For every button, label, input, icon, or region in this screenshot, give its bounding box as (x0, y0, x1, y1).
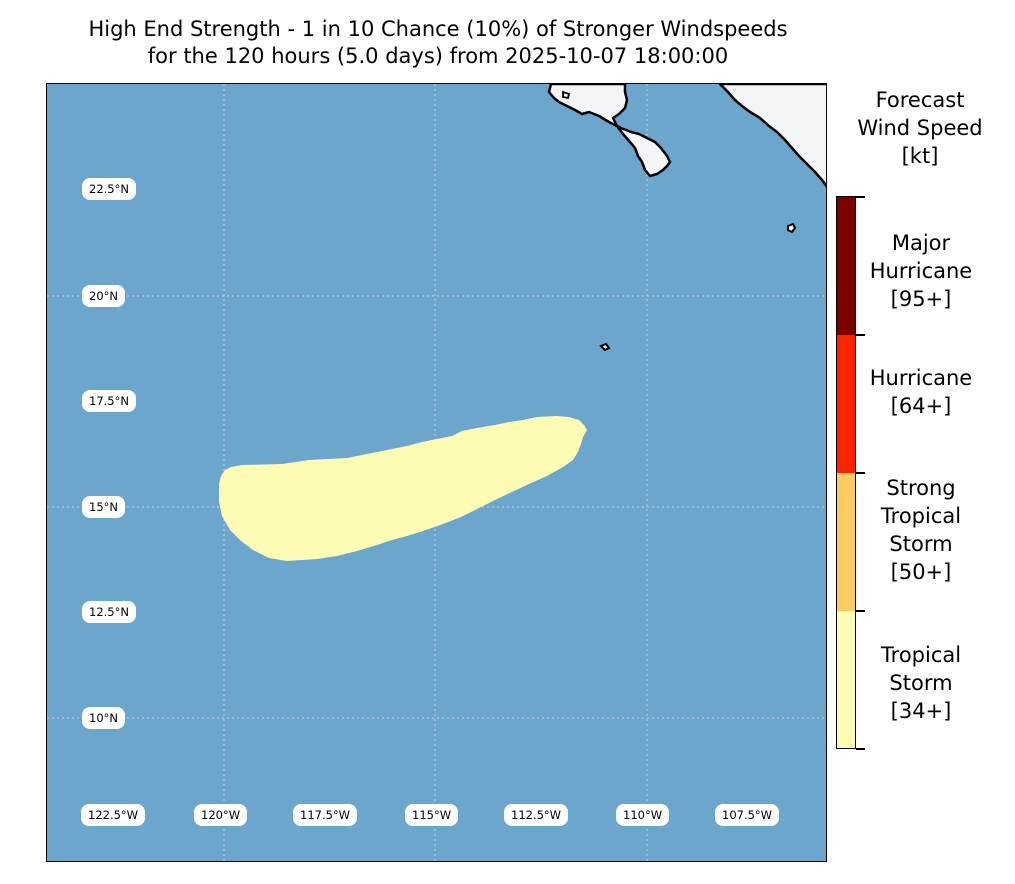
colorbar-label-line: Tropical (880, 504, 962, 528)
map-panel[interactable]: 22.5°N 20°N 17.5°N 15°N 12.5°N 10°N 122.… (46, 83, 827, 862)
colorbar-tick (856, 334, 865, 336)
lon-label-117-5: 117.5°W (295, 806, 356, 824)
chart-title: High End Strength - 1 in 10 Chance (10%)… (0, 16, 876, 70)
colorbar-label-hurricane: Hurricane [64+] (840, 364, 1002, 420)
lon-label-122-5: 122.5°W (83, 806, 144, 824)
islet-north (562, 90, 571, 100)
colorbar-segment-hurricane (837, 335, 855, 473)
colorbar-label-line: Strong (886, 476, 956, 500)
colorbar-label-line: Hurricane (869, 259, 973, 283)
colorbar-label-line: [50+] (890, 560, 952, 584)
colorbar-title-line-2: Wind Speed (857, 116, 983, 140)
colorbar-tick (856, 472, 865, 474)
colorbar-title-line-1: Forecast (875, 88, 965, 112)
colorbar-label-line: Major (891, 231, 951, 255)
title-line-1: High End Strength - 1 in 10 Chance (10%)… (88, 17, 788, 41)
colorbar-segment-tropical-storm (837, 611, 855, 747)
colorbar-label-strong-tropical-storm: Strong Tropical Storm [50+] (840, 474, 1002, 586)
colorbar-tick (856, 748, 865, 750)
lat-label-10: 10°N (84, 709, 123, 727)
colorbar-label-line: [64+] (890, 394, 952, 418)
colorbar-tick (856, 610, 865, 612)
lat-label-22-5: 22.5°N (84, 180, 134, 198)
colorbar-segment-major-hurricane (837, 197, 855, 335)
colorbar-label-tropical-storm: Tropical Storm [34+] (840, 641, 1002, 725)
colorbar-tick (856, 196, 865, 198)
lat-label-17-5: 17.5°N (84, 392, 134, 410)
colorbar-label-major-hurricane: Major Hurricane [95+] (840, 229, 1002, 313)
colorbar-label-line: Hurricane (869, 366, 973, 390)
lon-label-112-5: 112.5°W (506, 806, 567, 824)
lon-label-107-5: 107.5°W (717, 806, 778, 824)
colorbar-label-line: Storm (889, 671, 953, 695)
colorbar (836, 196, 856, 749)
colorbar-label-line: [95+] (890, 287, 952, 311)
colorbar-title: Forecast Wind Speed [kt] (830, 86, 1010, 170)
mainland-mexico-land (718, 84, 826, 188)
colorbar-label-line: Storm (889, 532, 953, 556)
socorro-island (787, 222, 797, 234)
colorbar-title-line-3: [kt] (901, 144, 939, 168)
colorbar-segment-strong-tropical-storm (837, 473, 855, 611)
wind-swath-tropical-storm (219, 416, 587, 561)
colorbar-label-line: [34+] (890, 699, 952, 723)
lat-label-20: 20°N (84, 287, 123, 305)
map-canvas (47, 84, 826, 861)
lon-label-115: 115°W (407, 806, 457, 824)
lon-label-120: 120°W (196, 806, 246, 824)
baja-peninsula-land (547, 84, 672, 178)
lat-label-12-5: 12.5°N (84, 603, 134, 621)
clarion-island (599, 342, 611, 352)
lat-label-15: 15°N (84, 498, 123, 516)
lon-label-110: 110°W (618, 806, 668, 824)
title-line-2: for the 120 hours (5.0 days) from 2025-1… (147, 44, 729, 68)
colorbar-label-line: Tropical (880, 643, 962, 667)
